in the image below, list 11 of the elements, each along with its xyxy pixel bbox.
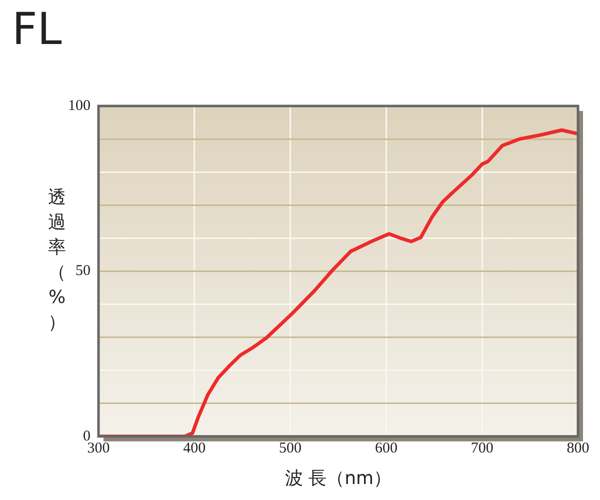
x-tick-label: 800	[566, 440, 590, 456]
x-tick-label: 300	[87, 440, 110, 456]
y-tick-label: 50	[76, 263, 90, 280]
x-axis-title: 波 長（nm）	[284, 468, 392, 489]
x-tick-label: 600	[374, 440, 398, 456]
x-tick-label: 700	[470, 440, 494, 456]
y-axis-title: 透過率（%）	[47, 186, 67, 335]
x-tick-label: 400	[183, 440, 206, 456]
y-tick-label: 100	[68, 98, 90, 114]
chart-title: FL	[12, 4, 62, 55]
x-tick-label: 500	[279, 440, 302, 456]
